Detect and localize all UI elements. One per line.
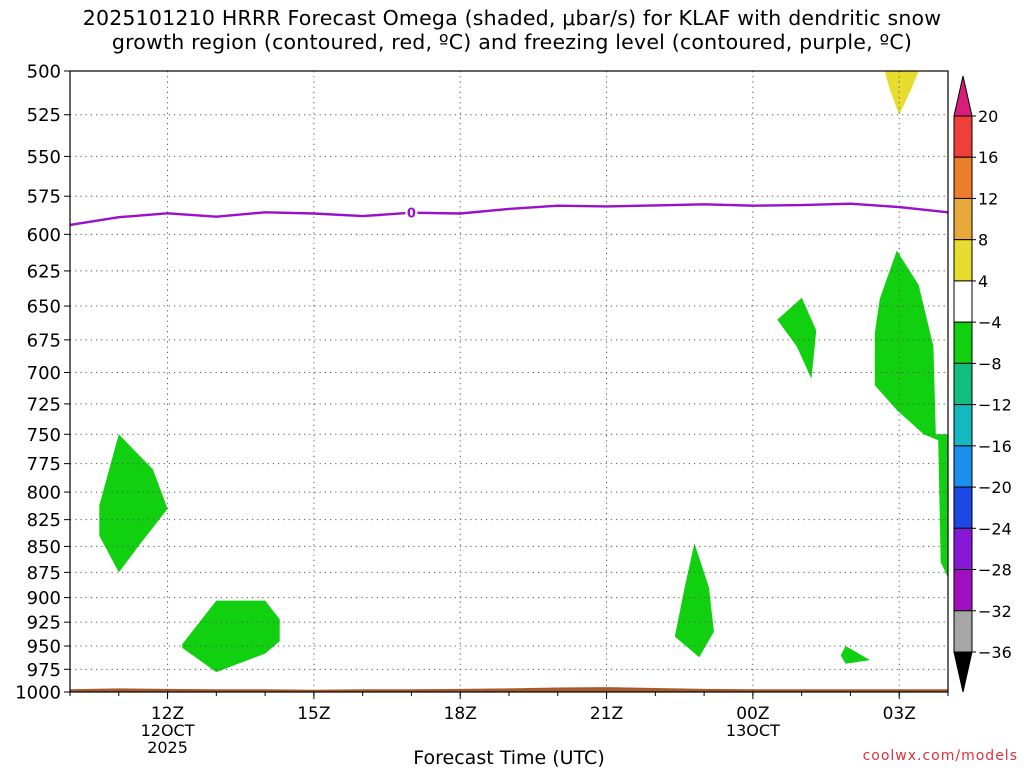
colorbar-label: 12 (978, 189, 998, 208)
colorbar-box (953, 321, 973, 364)
source-credit: coolwx.com/models (862, 748, 1018, 764)
colorbar-label: 4 (978, 272, 988, 291)
y-tick-label-750: 750 (27, 425, 61, 446)
colorbar-label: −32 (978, 602, 1012, 621)
colorbar: 20 16 12 8 4 −4 −8 −12 −16 −20 −24 −28 −32 −36 (953, 75, 1012, 693)
y-tick-label-1000: 1000 (15, 683, 61, 704)
x-tick-label-15Z: 15Z (297, 704, 330, 724)
y-tick-label-600: 600 (27, 225, 61, 246)
y-tick-label-925: 925 (27, 613, 61, 634)
freezing-level-label-bg (405, 204, 418, 221)
colorbar-label: 16 (978, 148, 998, 167)
title-line-2: growth region (contoured, red, ºC) and f… (111, 30, 913, 54)
y-tick-label-625: 625 (27, 261, 61, 282)
y-tick-label-500: 500 (27, 62, 61, 83)
surface-terrain (70, 687, 948, 692)
freezing-level-label: 0 (407, 207, 416, 222)
colorbar-label: 8 (978, 231, 988, 250)
y-tick-label-850: 850 (27, 537, 61, 558)
colorbar-box (953, 445, 973, 488)
y-tick-label-700: 700 (27, 363, 61, 384)
colorbar-box (953, 610, 973, 653)
colorbar-label: −36 (978, 643, 1012, 662)
colorbar-label: −12 (978, 396, 1012, 415)
y-tick-label-950: 950 (27, 637, 61, 658)
colorbar-label: −8 (978, 354, 1002, 373)
x-axis-label: Forecast Time (UTC) (413, 747, 604, 768)
y-tick-label-725: 725 (27, 394, 61, 415)
colorbar-top-arrow (953, 75, 973, 117)
x-tick-sublabel: 13OCT (726, 721, 780, 740)
y-tick-label-900: 900 (27, 588, 61, 609)
y-tick-label-800: 800 (27, 483, 61, 504)
gridlines (70, 71, 948, 692)
omega-region-updraft-812mb-11z (99, 434, 168, 573)
title-line-1: 2025101210 HRRR Forecast Omega (shaded, … (82, 6, 942, 30)
contour-lines: 0 (69, 202, 949, 227)
colorbar-bottom-arrow (953, 651, 973, 693)
colorbar-label: −20 (978, 478, 1012, 497)
y-tick-label-525: 525 (27, 105, 61, 126)
y-tick-label-775: 775 (27, 454, 61, 475)
colorbar-box (953, 404, 973, 447)
colorbar-box (953, 569, 973, 612)
colorbar-box (953, 239, 973, 282)
omega-region-subsidence-505mb-03z (884, 71, 919, 115)
omega-region-updraft-960mb-02z (840, 646, 870, 664)
y-axis: 500 525 550 575 600 625 650 675 700 725 750 775 800 8… (15, 62, 70, 704)
colorbar-label: 20 (978, 107, 998, 126)
colorbar-box (953, 280, 973, 323)
y-tick-label-675: 675 (27, 330, 61, 351)
y-tick-label-875: 875 (27, 563, 61, 584)
freezing-level-line (69, 202, 949, 227)
y-tick-label-575: 575 (27, 187, 61, 208)
omega-region-updraft-900mb-22z (674, 543, 714, 658)
colorbar-box (953, 486, 973, 529)
y-tick-label-825: 825 (27, 510, 61, 531)
x-tick-sublabel: 2025 (147, 738, 188, 757)
x-tick-label-21Z: 21Z (590, 704, 623, 724)
colorbar-label: −28 (978, 561, 1012, 580)
y-tick-label-975: 975 (27, 660, 61, 681)
colorbar-box (953, 362, 973, 406)
colorbar-label: −24 (978, 519, 1012, 538)
colorbar-box (953, 527, 973, 571)
x-tick-label-00Z: 00Z (736, 704, 769, 724)
chart-title: 2025101210 HRRR Forecast Omega (shaded, … (0, 6, 1024, 54)
x-tick-sublabel: 12OCT (141, 721, 195, 740)
x-tick-label-18Z: 18Z (444, 704, 477, 724)
colorbar-box (953, 115, 973, 158)
colorbar-label: −16 (978, 437, 1012, 456)
colorbar-box (953, 197, 973, 241)
omega-region-updraft-935mb-13z (182, 600, 280, 673)
y-tick-label-650: 650 (27, 297, 61, 318)
colorbar-box (953, 156, 973, 199)
y-tick-label-550: 550 (27, 147, 61, 168)
shaded-regions (70, 71, 948, 692)
x-tick-label-03Z: 03Z (883, 704, 916, 724)
x-tick-label-12Z: 12Z (151, 704, 184, 724)
omega-region-updraft-680mb-03z (874, 250, 948, 578)
plot-frame (69, 70, 949, 693)
omega-region-updraft-660mb-01z (777, 297, 817, 379)
colorbar-label: −4 (978, 313, 1002, 332)
